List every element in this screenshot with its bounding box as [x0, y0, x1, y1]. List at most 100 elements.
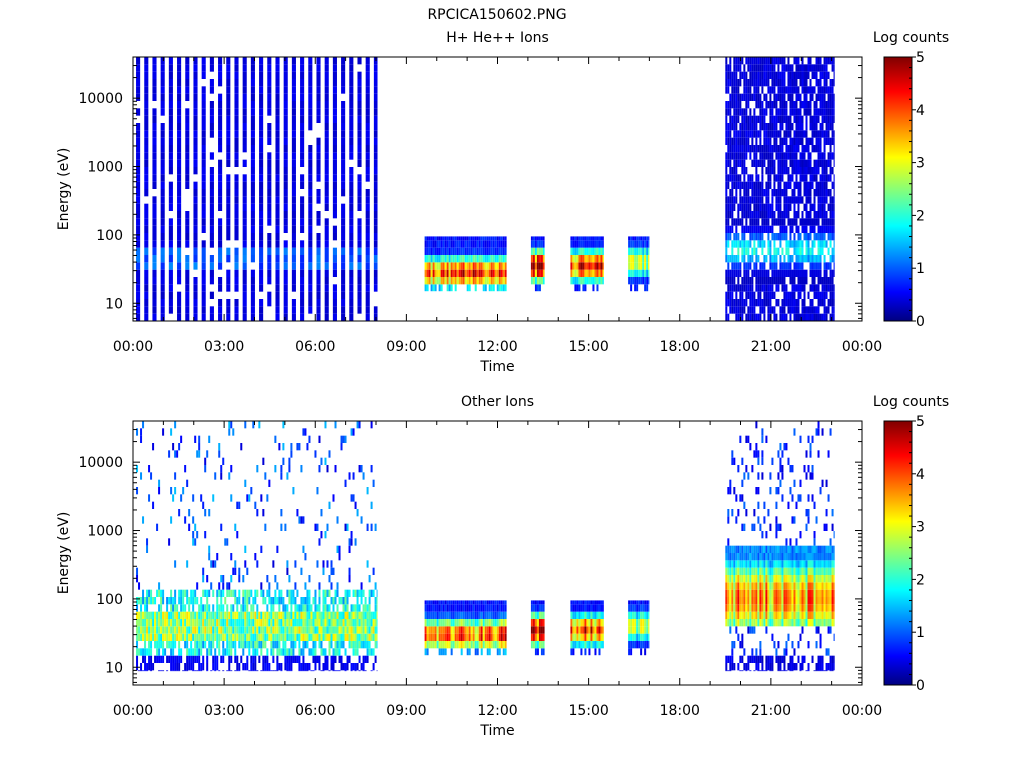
- heatmap-cell: [276, 612, 278, 619]
- heatmap-cell: [820, 79, 822, 86]
- heatmap-cell: [822, 196, 824, 203]
- heatmap-cell: [731, 189, 733, 196]
- heatmap-cell: [789, 101, 791, 108]
- heatmap-cell: [202, 292, 206, 299]
- x-tick-label: 21:00: [751, 339, 791, 355]
- heatmap-cell: [341, 597, 343, 604]
- heatmap-cell: [146, 546, 148, 553]
- heatmap-cell: [541, 262, 543, 269]
- heatmap-cell: [503, 270, 505, 277]
- heatmap-cell: [341, 152, 345, 159]
- heatmap-cell: [243, 79, 247, 86]
- heatmap-cell: [769, 108, 771, 115]
- heatmap-cell: [453, 604, 455, 611]
- heatmap-cell: [797, 262, 799, 269]
- heatmap-cell: [140, 619, 142, 626]
- heatmap-cell: [820, 292, 822, 299]
- heatmap-cell: [824, 167, 826, 174]
- heatmap-cell: [791, 240, 793, 247]
- heatmap-cell: [212, 641, 214, 648]
- heatmap-cell: [769, 86, 771, 93]
- heatmap-cell: [808, 233, 810, 240]
- heatmap-cell: [284, 524, 286, 531]
- heatmap-cell: [198, 450, 200, 457]
- y-tick-label: 10000: [78, 91, 123, 107]
- heatmap-cell: [138, 619, 140, 626]
- heatmap-cell: [771, 233, 773, 240]
- heatmap-cell: [286, 656, 288, 663]
- heatmap-cell: [339, 670, 341, 671]
- heatmap-cell: [170, 619, 172, 626]
- heatmap-cell: [202, 663, 204, 670]
- heatmap-cell: [318, 656, 320, 663]
- heatmap-cell: [783, 57, 785, 64]
- heatmap-cell: [292, 270, 296, 277]
- heatmap-cell: [238, 641, 240, 648]
- heatmap-cell: [787, 86, 789, 93]
- heatmap-cell: [783, 204, 785, 211]
- heatmap-cell: [457, 240, 459, 247]
- heatmap-cell: [636, 248, 638, 255]
- heatmap-cell: [747, 292, 749, 299]
- heatmap-cell: [349, 108, 353, 115]
- heatmap-cell: [232, 590, 234, 597]
- heatmap-cell: [745, 167, 747, 174]
- heatmap-cell: [789, 130, 791, 137]
- heatmap-cell: [367, 487, 369, 494]
- heatmap-cell: [783, 218, 785, 225]
- heatmap-cell: [298, 626, 300, 633]
- heatmap-cell: [316, 160, 320, 167]
- heatmap-cell: [767, 72, 769, 79]
- heatmap-cell: [218, 450, 220, 457]
- heatmap-cell: [431, 619, 433, 626]
- heatmap-cell: [288, 458, 290, 465]
- heatmap-cell: [194, 612, 196, 619]
- heatmap-cell: [178, 509, 180, 516]
- heatmap-cell: [751, 94, 753, 101]
- heatmap-cell: [152, 108, 156, 115]
- heatmap-cell: [234, 248, 238, 255]
- heatmap-cell: [371, 648, 373, 655]
- heatmap-cell: [781, 248, 783, 255]
- heatmap-cell: [178, 443, 180, 450]
- heatmap-cell: [244, 560, 246, 567]
- heatmap-cell: [824, 79, 826, 86]
- heatmap-cell: [596, 248, 598, 255]
- heatmap-cell: [773, 174, 775, 181]
- heatmap-cell: [799, 72, 801, 79]
- heatmap-cell: [733, 182, 735, 189]
- heatmap-cell: [441, 284, 443, 291]
- heatmap-cell: [198, 443, 200, 450]
- heatmap-cell: [148, 641, 150, 648]
- heatmap-cell: [749, 306, 751, 313]
- heatmap-cell: [357, 306, 361, 313]
- heatmap-cell: [806, 167, 808, 174]
- heatmap-cell: [326, 634, 328, 641]
- heatmap-cell: [801, 86, 803, 93]
- heatmap-cell: [463, 236, 465, 240]
- heatmap-cell: [208, 604, 210, 611]
- heatmap-cell: [349, 641, 351, 648]
- heatmap-cell: [278, 590, 280, 597]
- heatmap-cell: [729, 174, 731, 181]
- heatmap-cell: [226, 145, 230, 152]
- heatmap-cell: [461, 641, 463, 648]
- heatmap-cell: [531, 277, 533, 284]
- heatmap-cell: [769, 255, 771, 262]
- heatmap-cell: [161, 94, 165, 101]
- heatmap-cell: [244, 612, 246, 619]
- heatmap-cell: [252, 634, 254, 641]
- heatmap-cell: [477, 248, 479, 255]
- heatmap-cell: [767, 196, 769, 203]
- heatmap-cell: [243, 299, 247, 306]
- heatmap-cell: [834, 145, 835, 152]
- heatmap-cell: [136, 314, 140, 321]
- heatmap-cell: [824, 204, 826, 211]
- heatmap-cell: [275, 218, 279, 225]
- heatmap-cell: [228, 590, 230, 597]
- heatmap-cell: [238, 612, 240, 619]
- heatmap-cell: [262, 663, 264, 670]
- heatmap-cell: [830, 204, 832, 211]
- heatmap-cell: [491, 248, 493, 255]
- heatmap-cell: [341, 284, 345, 291]
